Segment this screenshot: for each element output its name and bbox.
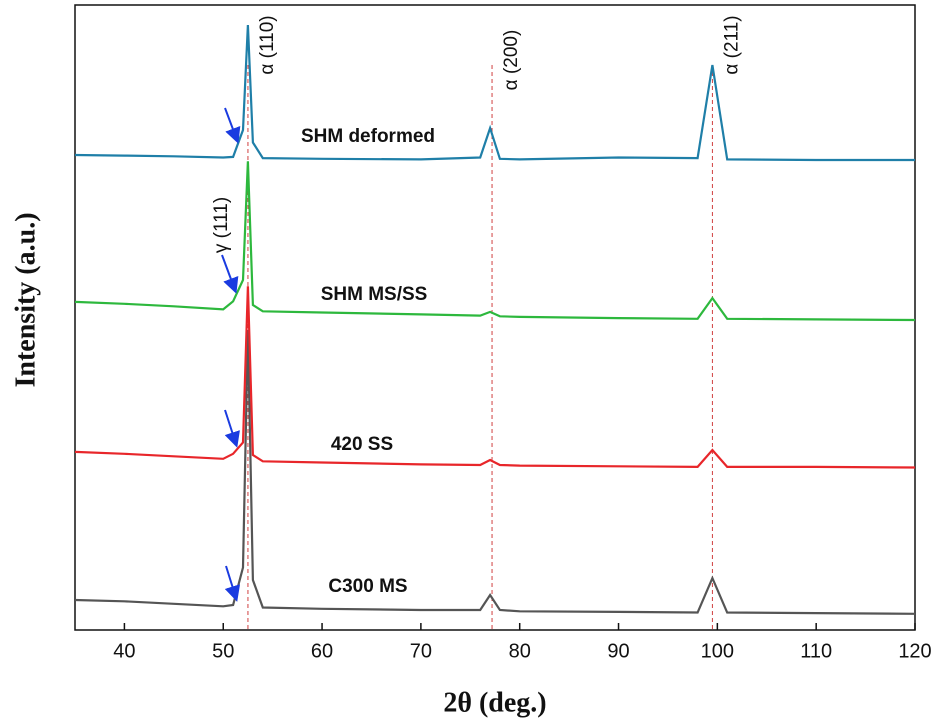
plot-frame bbox=[74, 4, 916, 631]
x-tick-label: 110 bbox=[800, 640, 832, 662]
series-label: SHM MS/SS bbox=[321, 284, 428, 305]
x-tick-label: 80 bbox=[509, 640, 531, 662]
x-axis-title: 2θ (deg.) bbox=[443, 687, 546, 718]
series-line bbox=[74, 161, 916, 322]
arrow bbox=[224, 409, 240, 448]
x-tick-label: 40 bbox=[113, 640, 135, 662]
x-tick-label: 50 bbox=[212, 640, 234, 662]
y-axis-title: Intensity (a.u.) bbox=[10, 212, 41, 387]
x-tick-label: 70 bbox=[410, 640, 432, 662]
x-tick-label: 120 bbox=[898, 640, 931, 662]
arrow bbox=[224, 107, 241, 144]
peak-label: γ (111) bbox=[211, 197, 232, 253]
series-line bbox=[74, 286, 916, 469]
x-tick-label: 100 bbox=[701, 640, 734, 662]
series-label: SHM deformed bbox=[301, 126, 435, 147]
peak-label: α (211) bbox=[721, 15, 742, 74]
arrow bbox=[221, 254, 239, 294]
peak-label: α (200) bbox=[501, 30, 522, 91]
series-label: C300 MS bbox=[328, 576, 407, 597]
x-tick-label: 90 bbox=[607, 640, 629, 662]
series-label: 420 SS bbox=[331, 434, 393, 455]
series-line bbox=[74, 329, 916, 615]
peak-label: α (110) bbox=[257, 15, 278, 74]
series-line bbox=[74, 24, 915, 162]
x-tick-label: 60 bbox=[311, 640, 333, 662]
arrow bbox=[224, 565, 241, 602]
